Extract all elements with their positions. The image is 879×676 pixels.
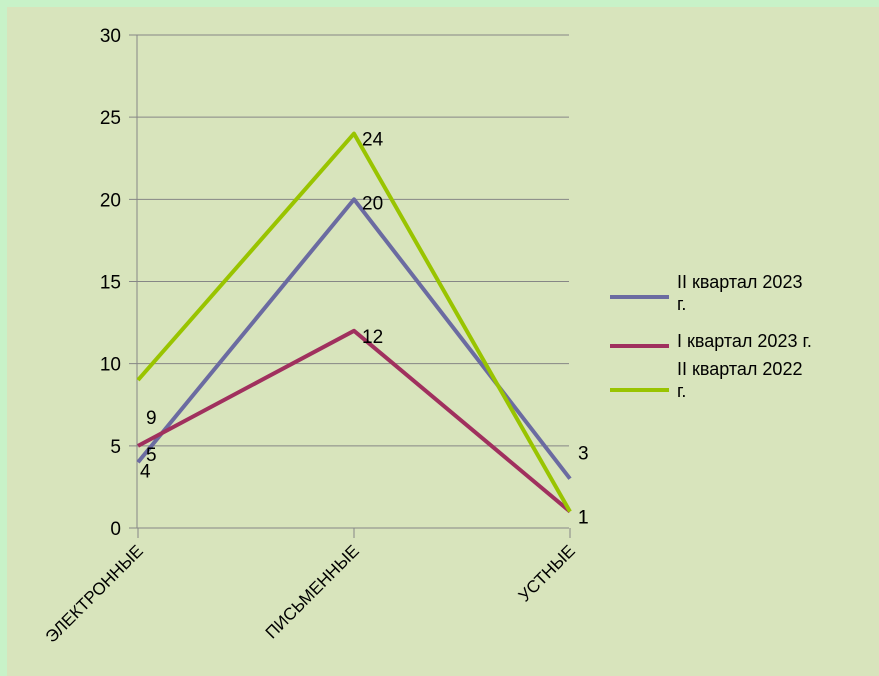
y-tick-label: 30 xyxy=(100,26,121,47)
y-tick-label: 0 xyxy=(110,519,121,540)
series-line xyxy=(137,328,572,514)
axes xyxy=(136,35,571,538)
data-label: 1 xyxy=(578,508,589,529)
legend-label: II квартал 2022 xyxy=(677,359,802,379)
x-tick-label: ПИСЬМЕННЫЕ xyxy=(262,541,363,642)
chart-area: 0 5 10 15 20 25 30 ЭЛЕКТРОННЫЕ ПИСЬМЕННЫЕ УСТНЫЕ 4… xyxy=(7,7,879,676)
data-label: 5 xyxy=(146,445,157,466)
data-label: 3 xyxy=(578,444,589,465)
series-line xyxy=(136,131,572,513)
y-tick-label: 15 xyxy=(100,273,121,294)
legend-label: II квартал 2023 xyxy=(677,272,802,292)
legend-label: г. xyxy=(677,294,686,314)
data-label: 20 xyxy=(362,193,383,214)
gridlines xyxy=(129,34,569,529)
y-tick-label: 25 xyxy=(100,108,121,129)
data-label: 9 xyxy=(146,408,157,429)
legend-item: I квартал 2023 г. xyxy=(610,331,812,351)
y-tick-label: 20 xyxy=(100,190,121,211)
legend-label: I квартал 2023 г. xyxy=(677,331,812,351)
series-line xyxy=(136,197,572,480)
data-label: 4 xyxy=(140,461,151,482)
data-label: 12 xyxy=(362,327,383,348)
x-tick-label: ЭЛЕКТРОННЫЕ xyxy=(42,541,147,646)
x-tick-label: УСТНЫЕ xyxy=(515,541,579,605)
series-lines xyxy=(136,131,572,514)
y-tick-label: 10 xyxy=(100,355,121,376)
y-tick-label: 5 xyxy=(110,437,121,458)
data-label: 24 xyxy=(362,130,384,151)
data-label: 1 xyxy=(578,508,589,529)
legend-label: г. xyxy=(677,381,686,401)
